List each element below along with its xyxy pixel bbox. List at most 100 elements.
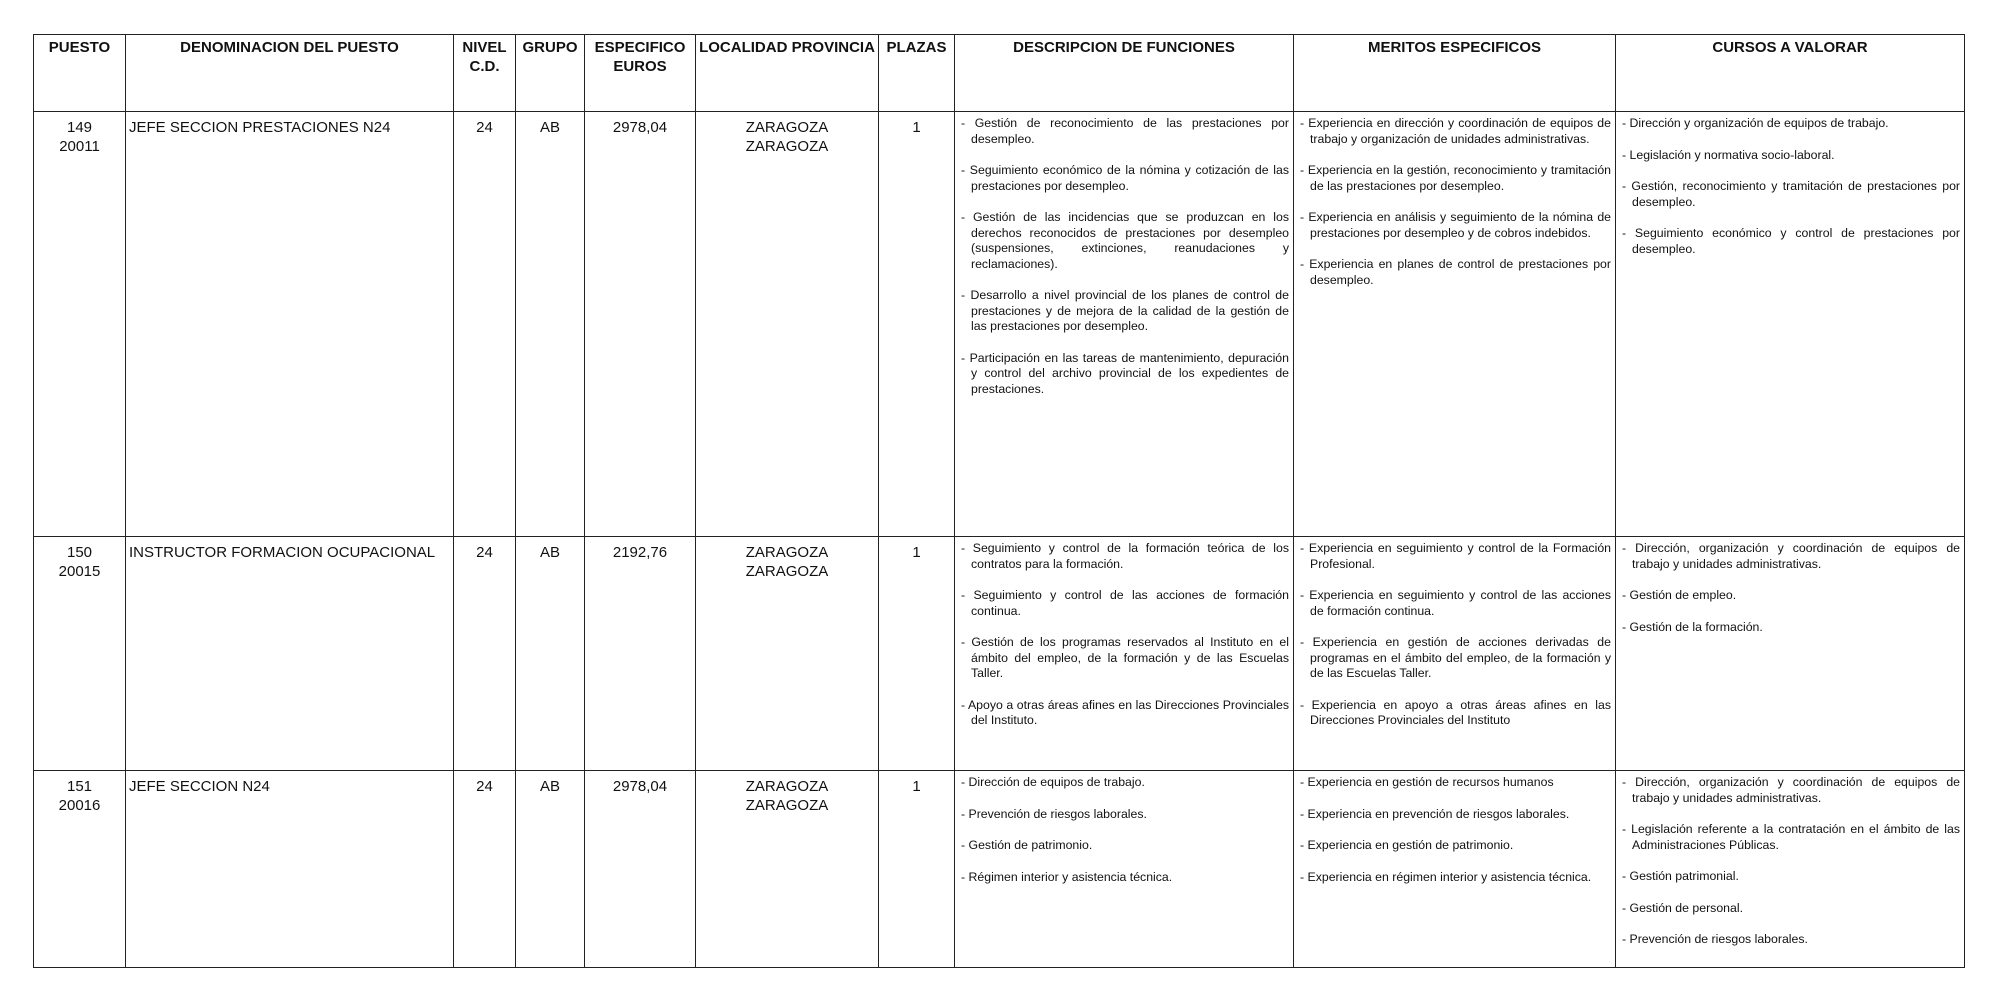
funcion-item: - Prevención de riesgos laborales. bbox=[961, 806, 1147, 821]
cell-denominacion: JEFE SECCION PRESTACIONES N24 bbox=[125, 111, 454, 537]
grupo-value: AB bbox=[539, 119, 560, 136]
plazas-value: 1 bbox=[912, 544, 921, 561]
cell-grupo: AB bbox=[515, 536, 585, 771]
curso-item: - Dirección, organización y coordinación… bbox=[1622, 541, 1960, 571]
merito-item: - Experiencia en gestión de acciones der… bbox=[1300, 635, 1611, 680]
curso-item: - Gestión de personal. bbox=[1622, 900, 1743, 915]
especifico-value: 2978,04 bbox=[612, 119, 668, 136]
funcion-item: - Seguimiento y control de las acciones … bbox=[961, 588, 1289, 618]
job-title: INSTRUCTOR FORMACION OCUPACIONAL bbox=[129, 544, 436, 561]
cell-especifico: 2978,04 bbox=[584, 770, 696, 968]
header-plazas: PLAZAS bbox=[878, 34, 955, 112]
curso-item: - Dirección, organización y coordinación… bbox=[1622, 775, 1960, 805]
provincia-value: ZARAGOZA bbox=[745, 138, 829, 155]
header-localidad: LOCALIDAD PROVINCIA bbox=[695, 34, 879, 112]
cell-cursos: - Dirección, organización y coordinación… bbox=[1615, 536, 1965, 771]
grupo-value: AB bbox=[539, 778, 560, 795]
cell-puesto: 150 20015 bbox=[33, 536, 126, 771]
cell-puesto: 149 20011 bbox=[33, 111, 126, 537]
provincia-value: ZARAGOZA bbox=[745, 563, 829, 580]
nivel-value: 24 bbox=[476, 544, 493, 561]
especifico-value: 2978,04 bbox=[612, 778, 668, 795]
curso-item: - Legislación y normativa socio-laboral. bbox=[1622, 147, 1835, 162]
cell-nivel: 24 bbox=[453, 111, 516, 537]
cell-cursos: - Dirección y organización de equipos de… bbox=[1615, 111, 1965, 537]
cell-funciones: - Dirección de equipos de trabajo. - Prev… bbox=[954, 770, 1294, 968]
merito-item: - Experiencia en seguimiento y control d… bbox=[1300, 588, 1611, 618]
header-puesto: PUESTO bbox=[33, 34, 126, 112]
cell-plazas: 1 bbox=[878, 536, 955, 771]
funcion-item: - Desarrollo a nivel provincial de los p… bbox=[961, 288, 1289, 333]
funcion-item: - Gestión de reconocimiento de las prest… bbox=[961, 116, 1289, 146]
cell-funciones: - Gestión de reconocimiento de las prest… bbox=[954, 111, 1294, 537]
header-meritos: MERITOS ESPECIFICOS bbox=[1293, 34, 1616, 112]
merito-item: - Experiencia en gestión de recursos hum… bbox=[1300, 775, 1554, 789]
header-cursos: CURSOS A VALORAR bbox=[1615, 34, 1965, 112]
cell-meritos: - Experiencia en gestión de recursos hum… bbox=[1293, 770, 1616, 968]
puesto-number: 149 bbox=[66, 119, 93, 136]
merito-item: - Experiencia en régimen interior y asis… bbox=[1300, 869, 1592, 884]
merito-item: - Experiencia en la gestión, reconocimie… bbox=[1300, 163, 1611, 193]
puesto-code: 20016 bbox=[58, 797, 101, 814]
funcion-item: - Dirección de equipos de trabajo. bbox=[961, 775, 1145, 789]
cell-plazas: 1 bbox=[878, 770, 955, 968]
funcion-item: - Régimen interior y asistencia técnica. bbox=[961, 869, 1173, 884]
plazas-value: 1 bbox=[912, 119, 921, 136]
funcion-item: - Participación en las tareas de manteni… bbox=[961, 350, 1289, 396]
provincia-value: ZARAGOZA bbox=[745, 797, 829, 814]
puesto-number: 151 bbox=[66, 778, 93, 795]
curso-item: - Dirección y organización de equipos de… bbox=[1622, 116, 1889, 130]
plazas-value: 1 bbox=[912, 778, 921, 795]
cell-localidad: ZARAGOZA ZARAGOZA bbox=[695, 111, 879, 537]
cell-meritos: - Experiencia en seguimiento y control d… bbox=[1293, 536, 1616, 771]
cell-especifico: 2192,76 bbox=[584, 536, 696, 771]
header-especifico: ESPECIFICO EUROS bbox=[584, 34, 696, 112]
cell-nivel: 24 bbox=[453, 770, 516, 968]
puesto-number: 150 bbox=[66, 544, 93, 561]
table-row: 150 20015 INSTRUCTOR FORMACION OCUPACIONAL… bbox=[33, 536, 1965, 771]
nivel-value: 24 bbox=[476, 778, 493, 795]
localidad-value: ZARAGOZA bbox=[745, 119, 829, 136]
curso-item: - Gestión patrimonial. bbox=[1622, 869, 1739, 883]
cell-localidad: ZARAGOZA ZARAGOZA bbox=[695, 770, 879, 968]
cell-funciones: - Seguimiento y control de la formación … bbox=[954, 536, 1294, 771]
funcion-item: - Gestión de patrimonio. bbox=[961, 838, 1093, 852]
merito-item: - Experiencia en prevención de riesgos l… bbox=[1300, 806, 1570, 821]
puesto-code: 20011 bbox=[59, 138, 100, 155]
cell-localidad: ZARAGOZA ZARAGOZA bbox=[695, 536, 879, 771]
cell-denominacion: INSTRUCTOR FORMACION OCUPACIONAL bbox=[125, 536, 454, 771]
cell-plazas: 1 bbox=[878, 111, 955, 537]
curso-item: - Seguimiento económico y control de pre… bbox=[1622, 226, 1960, 256]
table-row: 149 20011 JEFE SECCION PRESTACIONES N24 24 A… bbox=[33, 111, 1965, 537]
funcion-item: - Gestión de los programas reservados al… bbox=[961, 635, 1289, 680]
header-nivel: NIVEL C.D. bbox=[453, 34, 516, 112]
merito-item: - Experiencia en seguimiento y control d… bbox=[1300, 541, 1611, 571]
cell-denominacion: JEFE SECCION N24 bbox=[125, 770, 454, 968]
job-positions-table: PUESTO DENOMINACION DEL PUESTO NIVEL C.D… bbox=[33, 34, 1965, 968]
especifico-value: 2192,76 bbox=[612, 544, 668, 561]
puesto-code: 20015 bbox=[58, 563, 101, 580]
cell-grupo: AB bbox=[515, 770, 585, 968]
cell-puesto: 151 20016 bbox=[33, 770, 126, 968]
nivel-value: 24 bbox=[476, 119, 493, 136]
cell-grupo: AB bbox=[515, 111, 585, 537]
localidad-value: ZARAGOZA bbox=[745, 544, 829, 561]
cell-especifico: 2978,04 bbox=[584, 111, 696, 537]
job-title: JEFE SECCION PRESTACIONES N24 bbox=[129, 119, 391, 136]
curso-item: - Gestión de la formación. bbox=[1622, 619, 1763, 634]
curso-item: - Prevención de riesgos laborales. bbox=[1622, 932, 1808, 946]
cell-cursos: - Dirección, organización y coordinación… bbox=[1615, 770, 1965, 968]
cell-nivel: 24 bbox=[453, 536, 516, 771]
funcion-item: - Apoyo a otras áreas afines en las Dire… bbox=[961, 697, 1289, 728]
table-row: 151 20016 JEFE SECCION N24 24 AB 2978,04 ZARAG… bbox=[33, 770, 1965, 968]
header-funciones: DESCRIPCION DE FUNCIONES bbox=[954, 34, 1294, 112]
header-grupo: GRUPO bbox=[515, 34, 585, 112]
job-title: JEFE SECCION N24 bbox=[129, 778, 270, 795]
cell-meritos: - Experiencia en dirección y coordinació… bbox=[1293, 111, 1616, 537]
localidad-value: ZARAGOZA bbox=[745, 778, 829, 795]
grupo-value: AB bbox=[539, 544, 560, 561]
curso-item: - Gestión de empleo. bbox=[1622, 588, 1737, 602]
curso-item: - Gestión, reconocimiento y tramitación … bbox=[1622, 179, 1960, 209]
curso-item: - Legislación referente a la contratació… bbox=[1622, 822, 1960, 852]
merito-item: - Experiencia en dirección y coordinació… bbox=[1300, 116, 1611, 146]
